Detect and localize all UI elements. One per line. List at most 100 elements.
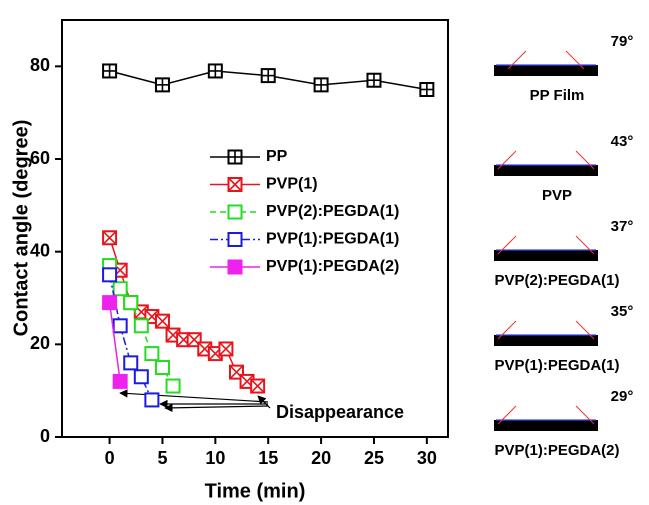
substrate — [494, 165, 598, 176]
marker-box — [102, 267, 118, 283]
tangent — [575, 320, 595, 340]
substrate — [494, 335, 598, 346]
plot-frame — [61, 19, 449, 438]
droplet-image — [494, 375, 598, 431]
marker — [144, 346, 160, 362]
image-label: PVP(2):PEGDA(1) — [494, 272, 619, 289]
angle-label: 35° — [611, 303, 634, 320]
angle-label: 29° — [611, 388, 634, 405]
angle-label: 79° — [611, 33, 634, 50]
y-tick-label: 60 — [30, 148, 50, 168]
substrate — [494, 250, 598, 261]
x-axis-title: Time (min) — [205, 480, 306, 502]
x-tick-label: 25 — [364, 448, 384, 468]
marker — [227, 204, 243, 220]
droplet-image — [494, 205, 598, 261]
marker — [154, 360, 170, 375]
marker-box — [102, 295, 118, 311]
tangent — [575, 405, 595, 425]
x-tick-label: 15 — [258, 448, 278, 468]
legend-label: PVP(1):PEGDA(2) — [266, 258, 399, 275]
legend-label: PVP(1):PEGDA(1) — [266, 231, 399, 248]
x-tick-label: 0 — [105, 448, 115, 468]
substrate — [494, 420, 598, 431]
marker — [250, 378, 266, 394]
marker-stroke — [227, 177, 243, 192]
marker-box — [133, 369, 149, 385]
tangent — [565, 50, 585, 70]
legend-label: PP — [266, 148, 288, 165]
marker — [227, 177, 243, 192]
marker-box — [112, 373, 128, 389]
marker — [102, 295, 118, 311]
y-tick-label: 0 — [40, 426, 50, 446]
marker — [165, 378, 181, 394]
tangent — [497, 150, 517, 170]
marker-box — [144, 392, 160, 408]
marker-box — [227, 232, 243, 247]
marker — [102, 230, 118, 246]
marker-box — [154, 360, 170, 375]
tangent — [497, 320, 517, 340]
tangent — [497, 235, 517, 255]
y-tick-label: 80 — [30, 55, 50, 75]
marker — [133, 318, 149, 334]
marker-stroke — [240, 374, 255, 389]
image-label: PVP(1):PEGDA(2) — [494, 442, 619, 459]
annotation-arrows — [119, 389, 271, 413]
marker — [102, 63, 118, 79]
marker-box — [227, 259, 243, 275]
marker — [227, 149, 243, 165]
tangent — [575, 150, 595, 170]
image-label: PVP — [542, 187, 572, 204]
marker — [154, 77, 170, 93]
marker-stroke — [155, 314, 170, 329]
substrate — [494, 65, 598, 76]
marker — [112, 373, 128, 389]
marker-box — [227, 204, 243, 220]
marker — [112, 318, 128, 334]
marker — [313, 77, 329, 93]
x-tick-label: 30 — [417, 448, 437, 468]
marker-box — [123, 295, 139, 311]
annotation: Disappearance — [276, 402, 404, 422]
marker-box — [112, 281, 128, 297]
marker — [154, 313, 170, 329]
arrow — [119, 389, 269, 403]
marker — [366, 72, 382, 88]
marker-box — [133, 318, 149, 334]
marker-stroke — [197, 341, 212, 357]
marker — [144, 392, 160, 408]
marker — [123, 355, 139, 371]
tangent — [575, 235, 595, 255]
series-line — [108, 302, 121, 382]
image-label: PVP(1):PEGDA(1) — [494, 357, 619, 374]
droplet-image — [494, 20, 598, 76]
marker — [218, 341, 234, 357]
x-tick-label: 10 — [205, 448, 225, 468]
marker-stroke — [218, 341, 233, 357]
marker — [419, 82, 435, 97]
x-tick-label: 5 — [157, 448, 167, 468]
marker-stroke — [102, 230, 117, 245]
marker-box — [112, 318, 128, 334]
marker-stroke — [187, 332, 202, 347]
marker — [227, 259, 243, 275]
droplet-image — [494, 120, 598, 176]
marker — [112, 281, 128, 297]
marker — [102, 267, 118, 283]
marker — [227, 232, 243, 247]
droplet-image — [494, 290, 598, 346]
image-label: PP Film — [530, 87, 585, 104]
marker-stroke — [165, 328, 181, 343]
y-axis-title: Contact angle (degree) — [10, 120, 32, 337]
marker-box — [123, 355, 139, 371]
x-tick-label: 20 — [311, 448, 331, 468]
angle-label: 43° — [611, 133, 634, 150]
marker-stroke — [229, 365, 244, 380]
legend-label: PVP(2):PEGDA(1) — [266, 203, 399, 220]
arrow — [257, 395, 271, 409]
marker — [260, 68, 276, 84]
arrow — [164, 403, 269, 413]
